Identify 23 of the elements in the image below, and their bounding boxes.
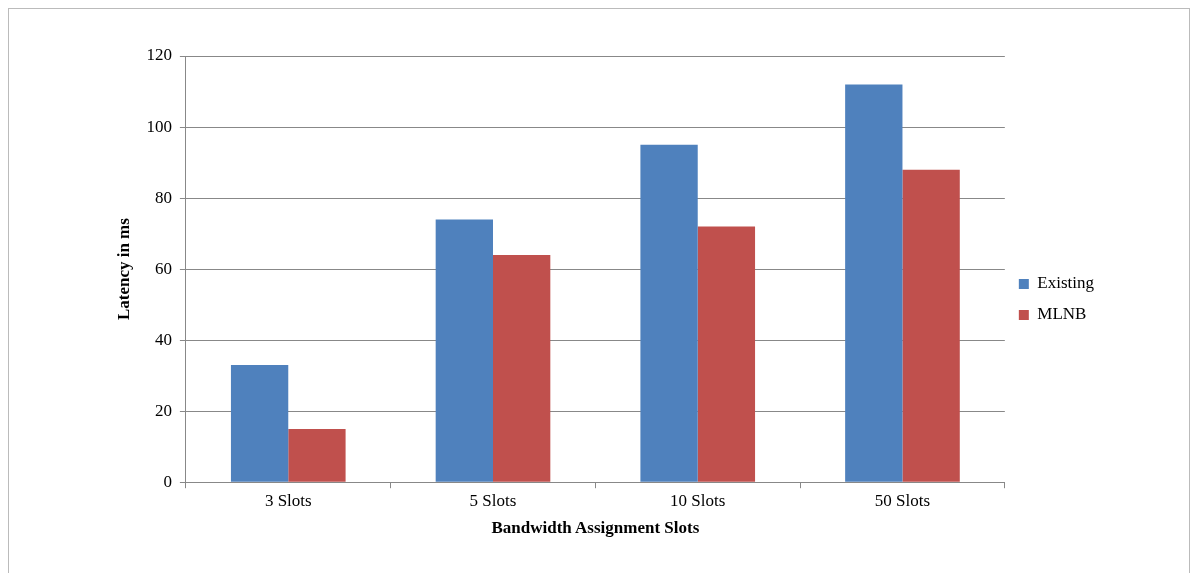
bar	[640, 144, 698, 482]
y-tick-label: 20	[154, 400, 172, 420]
y-tick-label: 60	[154, 258, 172, 278]
x-tick-label: 3 Slots	[264, 490, 312, 510]
bar	[845, 84, 903, 482]
bar	[697, 226, 756, 482]
legend-label: Existing	[1037, 273, 1095, 293]
bar	[230, 365, 289, 482]
bar	[902, 169, 960, 482]
x-tick-label: 50 Slots	[874, 490, 931, 510]
y-tick-label: 100	[146, 116, 172, 136]
bar	[288, 428, 346, 482]
bar	[435, 219, 493, 482]
x-tick-label: 5 Slots	[469, 490, 517, 510]
x-axis-title: Bandwidth Assignment Slots	[491, 518, 700, 538]
bar	[493, 254, 551, 482]
legend-label: MLNB	[1037, 304, 1087, 324]
y-tick-label: 0	[163, 471, 172, 491]
y-tick-label: 120	[146, 45, 172, 65]
y-tick-label: 40	[154, 329, 172, 349]
y-axis-title: Latency in ms	[113, 217, 133, 321]
x-tick-label: 10 Slots	[670, 490, 726, 510]
y-tick-label: 80	[154, 187, 172, 207]
